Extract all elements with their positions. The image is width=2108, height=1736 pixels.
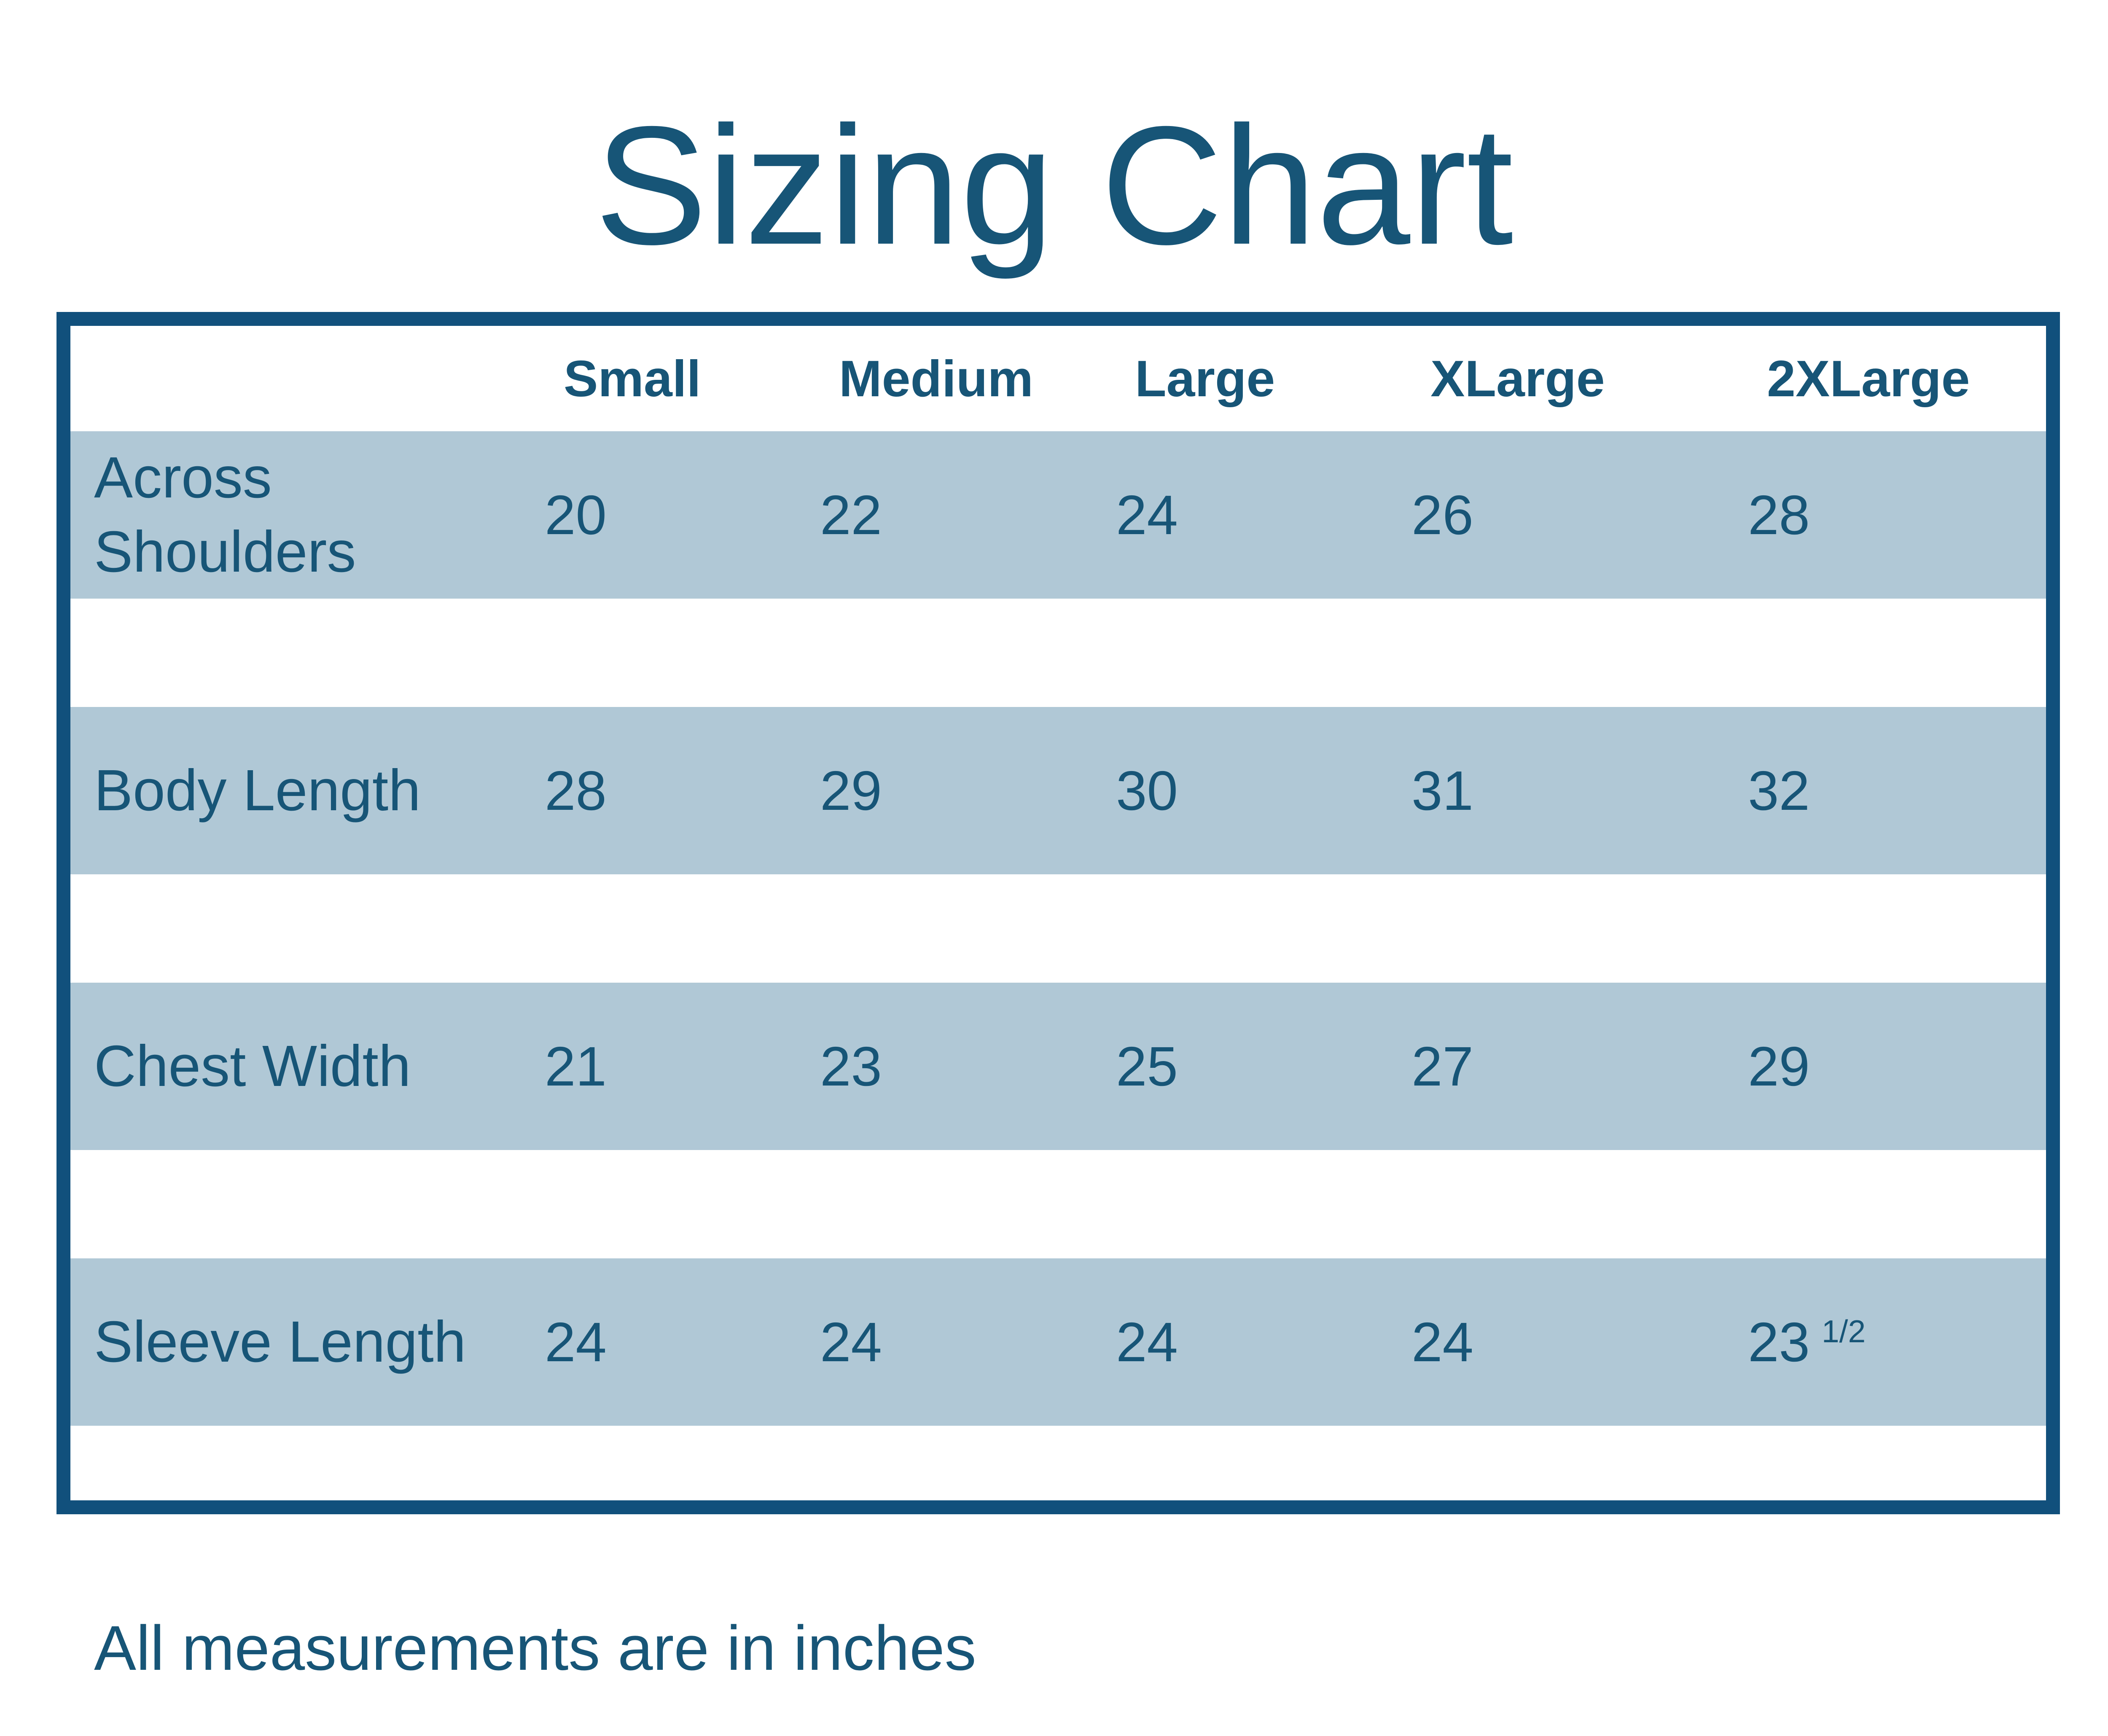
value-cell: 28 xyxy=(1748,484,1810,546)
value-cell: 24 xyxy=(1116,1311,1178,1373)
value-cell-with-fraction: 23 1/2 xyxy=(1748,1310,2046,1374)
value-cell: 24 xyxy=(545,1311,607,1373)
header-cell-xlarge: XLarge xyxy=(1430,350,1605,407)
row-label-text: Body Length xyxy=(94,758,421,823)
value-cell: 20 xyxy=(545,484,607,546)
value-cell: 28 xyxy=(545,760,607,822)
row-spacer xyxy=(70,874,2046,983)
value-cell: 25 xyxy=(1116,1035,1178,1097)
value-cell: 24 xyxy=(1116,484,1178,546)
value-text: 23 xyxy=(1748,1311,1810,1373)
value-cell: 23 xyxy=(820,1035,882,1097)
row-label: Across Shoulders xyxy=(70,441,545,589)
value-cell: 32 xyxy=(1748,760,1810,822)
table-bottom-padding xyxy=(70,1426,2046,1500)
table-row-sleeve-length: Sleeve Length 24 24 24 24 23 1/2 xyxy=(70,1258,2046,1426)
row-label-text: Chest Width xyxy=(94,1033,411,1099)
value-cell: 22 xyxy=(820,484,882,546)
value-cell: 29 xyxy=(1748,1035,1810,1097)
page-title: Sizing Chart xyxy=(594,91,1514,279)
value-cell: 21 xyxy=(545,1035,607,1097)
row-label: Chest Width xyxy=(70,1029,545,1103)
value-cell: 31 xyxy=(1412,760,1473,822)
row-label-text: Across Shoulders xyxy=(94,445,356,584)
footnote: All measurements are in inches xyxy=(94,1612,976,1683)
row-label: Body Length xyxy=(70,754,545,828)
table-header-row: Small Medium Large XLarge 2XLarge xyxy=(70,326,2046,431)
header-cell-medium: Medium xyxy=(839,350,1033,407)
value-cell: 26 xyxy=(1412,484,1473,546)
header-cell-small: Small xyxy=(564,350,701,407)
table-row-chest-width: Chest Width 21 23 25 27 29 xyxy=(70,983,2046,1150)
header-cell-large: Large xyxy=(1135,350,1275,407)
fraction-superscript: 1/2 xyxy=(1821,1314,1866,1349)
row-label-text: Sleeve Length xyxy=(94,1309,466,1374)
value-cell: 24 xyxy=(820,1311,882,1373)
header-cell-2xlarge: 2XLarge xyxy=(1767,350,1970,407)
sizing-table: Small Medium Large XLarge 2XLarge Across… xyxy=(56,312,2060,1514)
row-label: Sleeve Length xyxy=(70,1305,545,1379)
value-cell: 30 xyxy=(1116,760,1178,822)
value-cell: 24 xyxy=(1412,1311,1473,1373)
row-spacer xyxy=(70,599,2046,707)
value-cell: 27 xyxy=(1412,1035,1473,1097)
table-row-across-shoulders: Across Shoulders 20 22 24 26 28 xyxy=(70,431,2046,599)
row-spacer xyxy=(70,1150,2046,1258)
table-row-body-length: Body Length 28 29 30 31 32 xyxy=(70,707,2046,874)
value-cell: 29 xyxy=(820,760,882,822)
